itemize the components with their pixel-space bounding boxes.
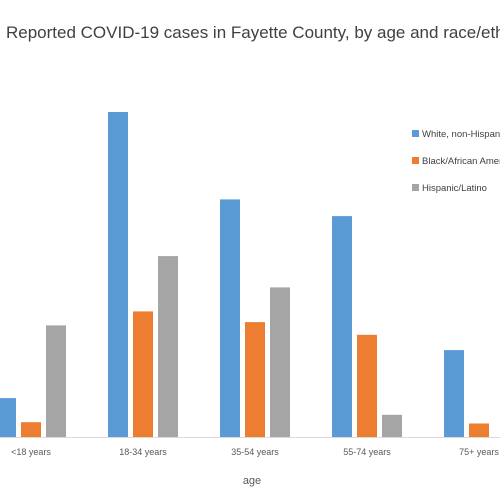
- legend-label-2: Hispanic/Latino: [422, 183, 487, 194]
- bar-0-0: [0, 398, 16, 438]
- bar-1-4: [469, 423, 489, 438]
- legend-label-0: White, non-Hispanic: [422, 129, 500, 140]
- legend-label-1: Black/African American: [422, 156, 500, 167]
- bar-1-3: [357, 334, 377, 438]
- bar-2-1: [158, 256, 178, 438]
- x-tick-label: 18-34 years: [119, 447, 167, 457]
- legend: White, non-Hispanic Black/African America…: [412, 129, 500, 194]
- x-tick-label: 55-74 years: [343, 447, 391, 457]
- bar-0-3: [332, 216, 352, 438]
- bar-2-3: [382, 414, 402, 438]
- bar-1-0: [21, 422, 41, 438]
- x-tick-label: <18 years: [11, 447, 51, 457]
- bar-1-2: [245, 322, 265, 438]
- bar-2-0: [46, 325, 66, 438]
- x-axis-label: age: [243, 475, 261, 487]
- bar-2-2: [270, 287, 290, 438]
- legend-swatch-1: [412, 157, 419, 164]
- bars: [0, 112, 489, 438]
- x-tick-label: 35-54 years: [231, 447, 279, 457]
- chart-title: Reported COVID-19 cases in Fayette Count…: [6, 23, 500, 42]
- bar-0-1: [108, 112, 128, 438]
- bar-0-4: [444, 350, 464, 438]
- bar-1-1: [133, 311, 153, 438]
- bar-0-2: [220, 199, 240, 438]
- legend-swatch-2: [412, 184, 419, 191]
- legend-swatch-0: [412, 130, 419, 137]
- x-tick-labels: <18 years 18-34 years 35-54 years 55-74 yea…: [11, 447, 499, 457]
- x-tick-label: 75+ years: [459, 447, 499, 457]
